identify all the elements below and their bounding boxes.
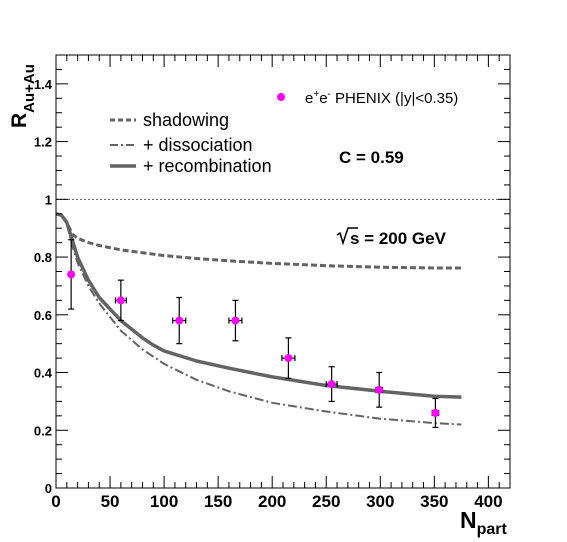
x-tick-label: 50 [101,492,120,511]
y-tick-label: 0.2 [34,423,52,438]
legend-label-dissociation: + dissociation [143,135,253,155]
y-tick-label: 0.8 [34,250,52,265]
data-point [284,354,293,363]
legend-phenix-sup-plus: + [313,89,319,100]
legend-label-phenix: e+e- PHENIX (|y|<0.35) [305,89,458,107]
data-point [175,316,184,325]
y-tick-label: 0.6 [34,308,52,323]
x-tick-label: 250 [312,492,340,511]
x-axis-label-sub: part [477,521,508,538]
x-tick-label: 300 [366,492,394,511]
legend-phenix-e2: e [319,90,327,107]
y-tick-label: 1.4 [34,77,53,92]
annotation-c-value: C = 0.59 [339,148,404,167]
annotation-energy: s = 200 GeV [350,229,447,248]
y-tick-label: 0.4 [34,366,53,381]
legend-phenix-e1: e [305,90,313,107]
data-point [116,296,125,305]
legend-marker-phenix [277,93,285,101]
axes-layer: 0 50 100 150 200 250 300 350 400 0 0.2 0.4 0.6 0.8 1 1.… [34,55,510,511]
legend-label-recombination: + recombination [143,156,272,176]
curves-layer [55,212,462,426]
data-point [231,316,240,325]
x-tick-label: 200 [258,492,286,511]
legend-phenix-sup-minus: - [328,89,331,100]
x-tick-label: 100 [150,492,178,511]
x-tick-label: 400 [474,492,502,511]
x-axis-label: Npart [460,507,508,538]
y-axis-label-sub: Au+Au [21,64,38,113]
x-tick-label: 350 [420,492,448,511]
sqrt-symbol [336,227,358,246]
data-point [67,270,76,279]
data-point [431,408,440,417]
data-point [375,385,384,394]
x-axis-label-main: N [460,507,477,533]
legend-label-shadowing: shadowing [143,110,229,130]
data-point [327,380,336,389]
y-tick-label: 0 [45,481,52,496]
x-tick-label: 0 [51,492,60,511]
legend-phenix-rest: PHENIX (|y|<0.35) [331,90,458,107]
series-line-recombination [55,212,462,399]
y-axis-label: RAu+Au [8,64,38,128]
data-points-layer [67,239,440,428]
y-tick-label: 1.2 [34,135,52,150]
x-tick-label: 150 [204,492,232,511]
y-axis-label-main: R [8,113,31,128]
y-tick-label: 1 [45,192,52,207]
